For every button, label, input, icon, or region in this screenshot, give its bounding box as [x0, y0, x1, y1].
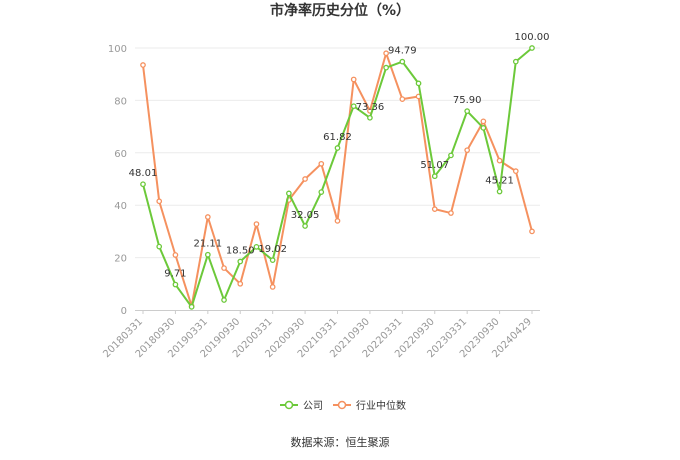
y-tick-label: 20 — [114, 254, 127, 265]
series-point — [383, 50, 389, 57]
legend-label: 行业中位数 — [356, 399, 406, 412]
data-label: 75.90 — [453, 95, 482, 106]
series-point — [415, 80, 422, 87]
series-point — [156, 243, 163, 250]
x-axis: 2018033120180930201903312019093020200331… — [101, 310, 540, 360]
series-layer — [140, 45, 535, 310]
source-note: 数据来源：恒生聚源 — [291, 435, 390, 449]
series-point — [286, 190, 292, 197]
series-point — [204, 214, 211, 220]
series-point — [334, 218, 341, 224]
y-tick-label: 80 — [114, 96, 127, 107]
data-label: 73.36 — [356, 102, 385, 113]
series-point — [269, 257, 276, 264]
data-label: 21.11 — [194, 239, 223, 250]
series-point — [512, 58, 519, 65]
series-point — [480, 125, 487, 131]
series-point — [496, 188, 503, 195]
series-point — [480, 118, 487, 125]
series-point — [350, 103, 357, 110]
series-point — [431, 173, 438, 180]
legend-marker — [337, 400, 347, 410]
data-label: 61.82 — [323, 132, 352, 143]
data-label: 32.05 — [291, 210, 320, 221]
series-point — [464, 108, 471, 114]
series-point — [318, 160, 325, 167]
data-label: 45.21 — [485, 176, 514, 187]
y-tick-label: 60 — [114, 149, 127, 160]
series-point — [399, 96, 406, 102]
series-point — [237, 280, 244, 287]
series-point — [172, 281, 179, 288]
data-label: 51.07 — [420, 160, 449, 171]
series-point — [334, 145, 341, 151]
series-point — [464, 147, 471, 154]
series-point — [188, 304, 195, 310]
grid-lines — [135, 47, 540, 259]
series-point — [448, 152, 454, 159]
series-point — [302, 176, 308, 182]
series-point — [172, 252, 179, 258]
series-point — [448, 210, 454, 216]
data-label: 100.00 — [515, 32, 550, 43]
chart-title: 市净率历史分位（%） — [270, 2, 410, 19]
series-point — [140, 62, 146, 68]
series-point — [431, 206, 438, 212]
series-point — [529, 45, 535, 51]
series-point — [496, 157, 503, 164]
legend-label: 公司 — [303, 401, 323, 412]
series-point — [529, 228, 535, 235]
data-label: 48.01 — [129, 168, 158, 179]
series-point — [512, 168, 519, 174]
series-point — [140, 181, 146, 188]
legend-marker — [284, 400, 294, 410]
y-axis: 0 20 40 60 80 100 — [108, 44, 127, 317]
series-point — [302, 223, 308, 229]
series-point — [253, 221, 260, 227]
series-point — [318, 189, 325, 195]
series-point — [253, 244, 260, 250]
y-tick-label: 40 — [114, 201, 127, 212]
data-label: 9.71 — [164, 269, 186, 280]
series-point — [367, 114, 373, 121]
legend: 公司 行业中位数 — [280, 399, 406, 412]
series-point — [156, 198, 163, 205]
series-point — [221, 265, 227, 271]
series-point — [221, 297, 227, 303]
data-label: 94.79 — [388, 46, 417, 57]
series-point — [350, 76, 357, 83]
y-tick-label: 0 — [121, 306, 127, 317]
y-tick-label: 100 — [108, 44, 127, 55]
series-point — [399, 58, 406, 65]
series-line-1 — [142, 52, 533, 308]
series-point — [383, 64, 389, 71]
data-label: 19.02 — [258, 244, 287, 255]
series-point — [269, 284, 276, 290]
series-point — [237, 258, 244, 265]
series-line-0 — [142, 47, 533, 308]
data-label: 18.50 — [226, 246, 255, 257]
series-point — [204, 251, 211, 258]
